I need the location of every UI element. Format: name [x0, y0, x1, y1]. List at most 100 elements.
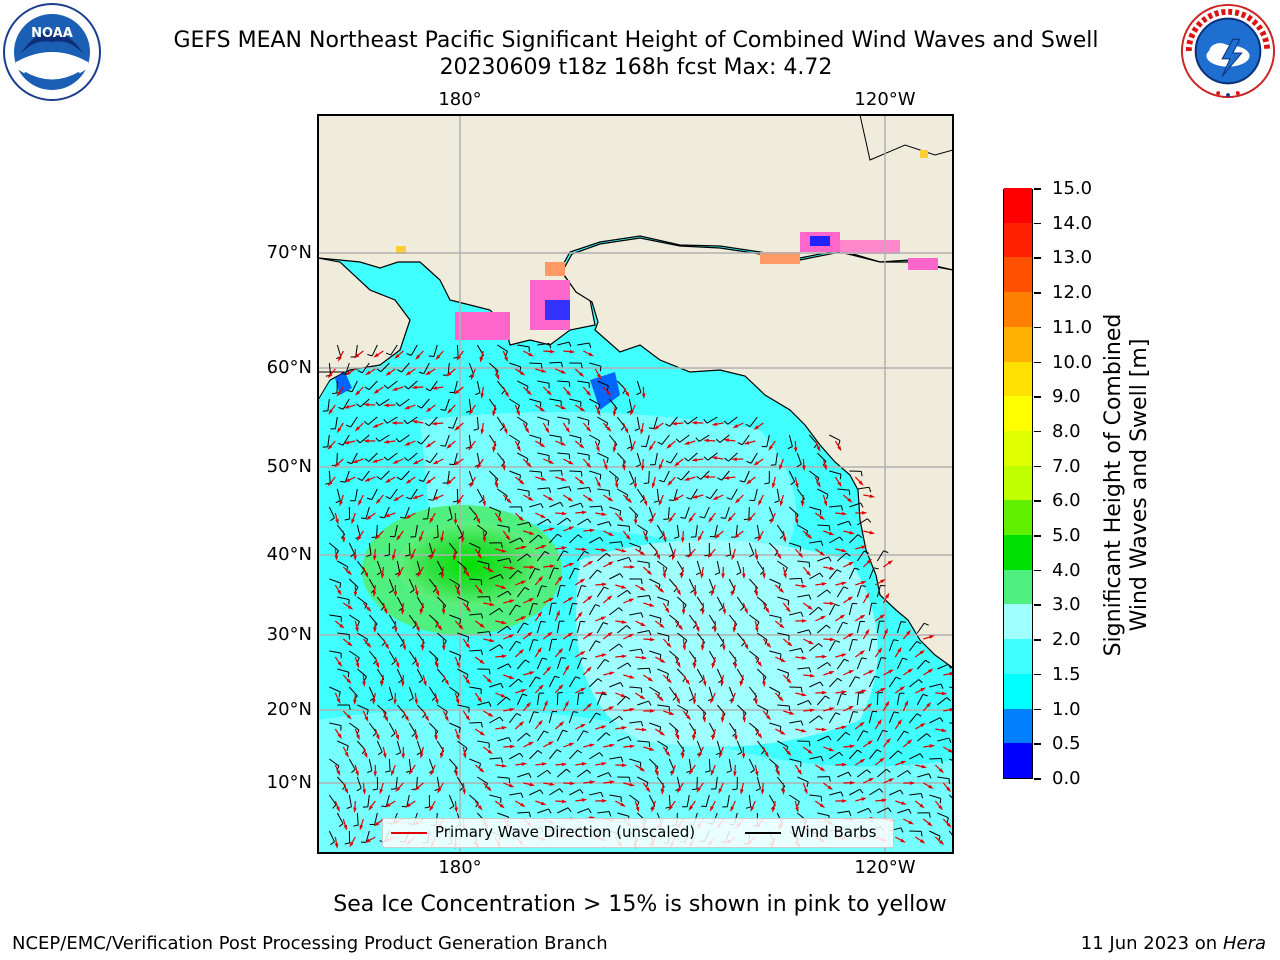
wave-arrowhead	[768, 445, 773, 451]
wind-barb-flag	[626, 590, 632, 595]
wave-arrowhead	[548, 741, 554, 746]
wind-barb-flag	[466, 601, 469, 607]
wind-barb	[488, 470, 499, 480]
wave-arrowhead	[779, 500, 784, 507]
wind-barb	[337, 668, 350, 673]
wind-barb	[396, 740, 402, 753]
wind-barb-flag	[452, 500, 458, 503]
wind-barb-flag	[916, 641, 922, 645]
wave-arrowhead	[794, 519, 799, 525]
wind-barb-flag	[448, 426, 454, 429]
wind-barb	[656, 524, 664, 536]
wave-arrowhead	[750, 806, 755, 812]
wind-barb-flag	[824, 695, 830, 700]
wind-barb-flag	[366, 497, 372, 501]
wave-arrowhead	[424, 715, 430, 722]
wind-barb-flag	[347, 672, 350, 678]
wave-arrowhead	[908, 820, 914, 825]
wave-arrowhead	[339, 623, 345, 629]
wind-barb-flag	[626, 446, 632, 450]
wave-arrowhead	[336, 427, 342, 434]
wave-arrowhead	[919, 649, 925, 655]
wave-arrowhead	[561, 799, 568, 804]
wave-arrowhead	[640, 586, 646, 591]
wind-barb	[917, 733, 928, 742]
wind-barb	[361, 362, 370, 374]
wind-barb-flag	[946, 817, 949, 823]
wave-arrowhead	[431, 386, 438, 390]
wind-barb	[549, 788, 560, 796]
wave-arrowhead	[538, 684, 544, 690]
wave-arrowhead	[829, 601, 836, 606]
wave-arrowhead	[754, 591, 759, 597]
wave-arrowhead	[589, 743, 595, 748]
wind-barb-flag	[608, 521, 612, 527]
wave-arrowhead	[760, 789, 765, 795]
wave-arrowhead	[703, 438, 709, 443]
wind-barb	[468, 434, 472, 447]
wave-arrowhead	[730, 698, 735, 705]
wind-barb	[703, 506, 710, 519]
wind-barb-flag	[353, 824, 359, 827]
wind-barb-flag	[465, 674, 469, 680]
wind-barb	[509, 537, 521, 544]
wind-barb-flag	[838, 440, 841, 446]
wind-barb-flag	[620, 541, 624, 547]
wind-barb	[708, 686, 714, 699]
wind-barb	[829, 470, 842, 475]
colorbar-segment	[1004, 187, 1032, 223]
wind-barb	[429, 380, 438, 392]
wind-barb	[529, 789, 541, 796]
wave-arrowhead	[879, 614, 886, 619]
wind-barb-flag	[556, 749, 562, 753]
wave-arrowhead	[479, 731, 486, 736]
wind-barb	[469, 794, 479, 804]
wind-barb	[597, 488, 610, 492]
wind-barb-flag	[640, 612, 644, 618]
wind-barb	[429, 614, 439, 624]
wind-barb-flag	[618, 715, 624, 721]
wind-barb	[489, 506, 501, 513]
wind-barb-flag	[508, 737, 512, 743]
wave-direction-legend-label: Primary Wave Direction (unscaled)	[435, 823, 696, 841]
wind-barb	[517, 344, 530, 348]
wave-arrowhead	[405, 803, 411, 808]
wind-barb	[949, 758, 953, 762]
wave-arrowhead	[762, 681, 766, 687]
colorbar-tick-label: 1.5	[1052, 663, 1081, 685]
wave-arrowhead	[579, 578, 586, 583]
wave-arrowhead	[586, 666, 592, 672]
wave-direction-arrow	[955, 693, 961, 700]
wave-arrowhead	[461, 537, 465, 543]
wind-barb-flag	[458, 655, 461, 661]
wave-arrowhead	[393, 496, 399, 502]
wave-arrowhead	[707, 552, 713, 559]
wave-arrowhead	[375, 498, 381, 505]
wave-arrowhead	[899, 686, 906, 691]
wind-barb-flag	[560, 657, 567, 659]
wind-barb-flag	[604, 658, 610, 663]
wind-barb-flag	[928, 773, 932, 779]
wind-barb-flag	[859, 788, 864, 794]
wind-barb	[416, 560, 421, 573]
wind-barb-flag	[597, 404, 601, 410]
wind-barb	[509, 470, 521, 476]
wave-arrowhead	[492, 411, 496, 417]
wave-arrowhead	[539, 407, 546, 412]
wave-arrowhead	[766, 642, 772, 648]
wind-barb	[775, 452, 778, 465]
wind-barb-flag	[961, 723, 962, 728]
wave-arrowhead	[586, 426, 592, 433]
wind-barb-flag	[800, 611, 804, 617]
wave-arrowhead	[429, 805, 434, 812]
wind-barb-flag	[330, 517, 335, 522]
wave-arrowhead	[653, 425, 659, 430]
wave-arrowhead	[742, 717, 746, 723]
wind-barb-flag	[639, 498, 645, 503]
wave-arrowhead	[345, 370, 351, 376]
wind-barb-flag	[388, 698, 393, 702]
wind-barb	[376, 596, 385, 608]
wind-barb-flag	[464, 747, 468, 753]
wind-barb	[637, 667, 650, 670]
wave-arrowhead	[548, 460, 555, 464]
